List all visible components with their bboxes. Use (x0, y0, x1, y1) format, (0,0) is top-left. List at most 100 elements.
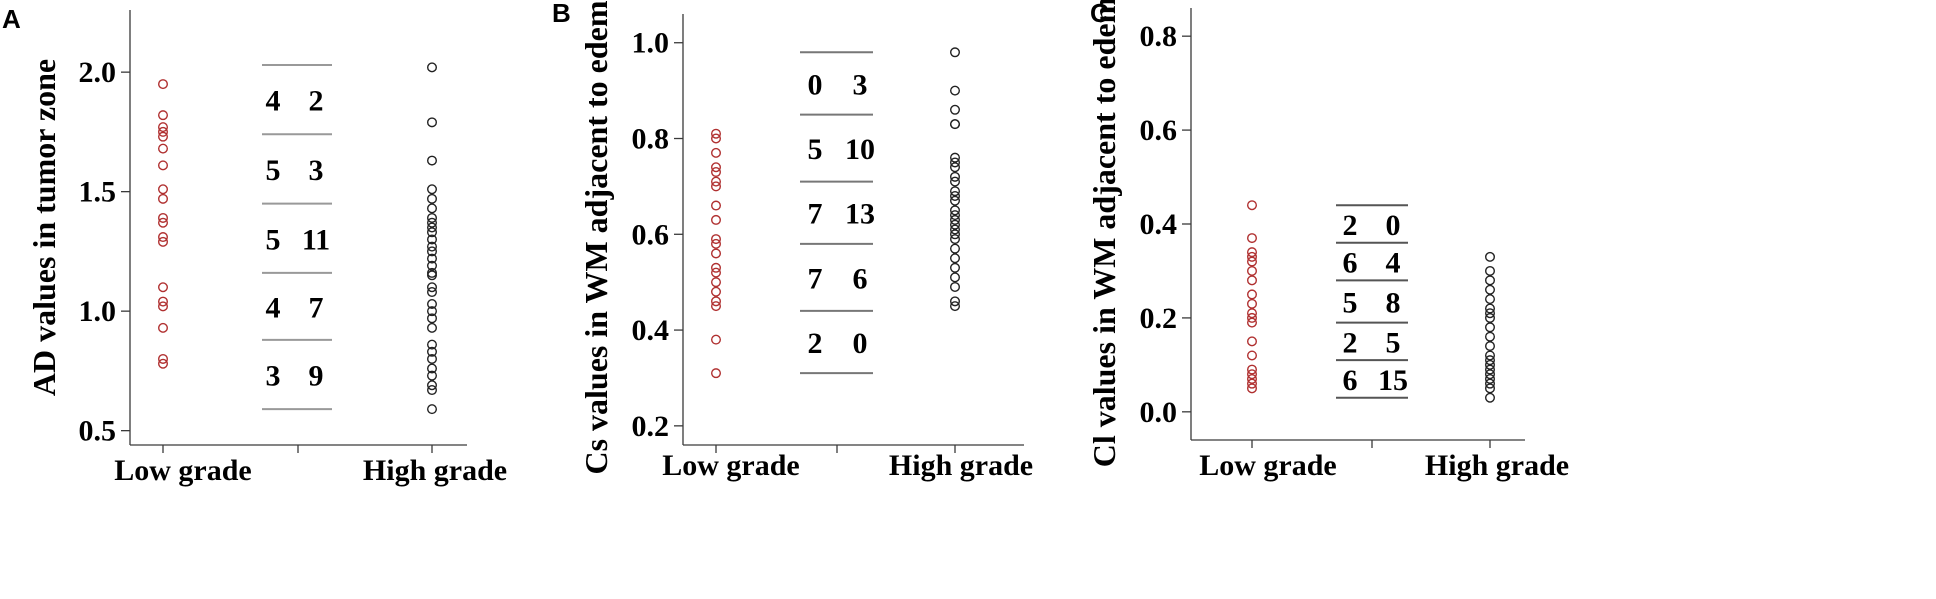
count-high-a-1: 3 (309, 154, 324, 187)
point-high-a-24 (427, 346, 438, 357)
point-high-c-13 (1484, 359, 1495, 370)
point-high-b-1 (950, 85, 961, 96)
point-low-b-9 (711, 234, 722, 245)
point-high-c-18 (1484, 383, 1495, 394)
point-high-c-0 (1484, 251, 1495, 262)
count-low-c-1: 6 (1343, 247, 1358, 280)
panel-letter-a: A (2, 4, 21, 34)
point-low-b-14 (711, 277, 722, 288)
point-high-a-14 (427, 260, 438, 271)
point-high-c-9 (1484, 331, 1495, 342)
point-low-b-10 (711, 238, 722, 249)
point-high-a-19 (427, 298, 438, 309)
point-high-b-9 (950, 176, 961, 187)
y-tick-label-b-4: 1.0 (632, 27, 670, 60)
point-high-b-0 (950, 47, 961, 58)
y-tick-label-a-3: 2.0 (79, 56, 117, 89)
point-high-b-20 (950, 243, 961, 254)
point-low-a-3 (157, 126, 168, 137)
point-high-a-3 (427, 184, 438, 195)
point-low-c-18 (1246, 383, 1257, 394)
panel-a: A 0.5 1.0 1.5 2.0 AD values in tumor zone Low … (2, 4, 507, 487)
y-axis-title-c: Cl values in WM adjacent to edema (1086, 0, 1122, 467)
point-low-a-16 (157, 322, 168, 333)
point-high-c-15 (1484, 369, 1495, 380)
count-low-a-1: 5 (266, 154, 281, 187)
count-low-c-3: 2 (1343, 326, 1358, 359)
point-low-a-1 (157, 110, 168, 121)
point-low-b-11 (711, 248, 722, 259)
point-high-b-10 (950, 186, 961, 197)
point-low-c-4 (1246, 256, 1257, 267)
point-low-b-6 (711, 181, 722, 192)
point-high-b-24 (950, 281, 961, 292)
point-low-b-19 (711, 368, 722, 379)
point-low-a-14 (157, 296, 168, 307)
point-low-a-15 (157, 301, 168, 312)
point-high-b-22 (950, 262, 961, 273)
point-high-b-26 (950, 301, 961, 312)
point-low-a-9 (157, 212, 168, 223)
point-low-c-16 (1246, 373, 1257, 384)
panel-b: B 0.2 0.4 0.6 0.8 1.0 Cs values in WM adjacent… (552, 0, 1033, 482)
point-low-c-13 (1246, 350, 1257, 361)
count-high-c-2: 8 (1386, 286, 1401, 319)
count-high-b-4: 0 (853, 327, 868, 360)
point-high-b-18 (950, 229, 961, 240)
point-high-c-8 (1484, 322, 1495, 333)
y-tick-label-a-2: 1.5 (79, 176, 117, 209)
point-low-c-7 (1246, 289, 1257, 300)
point-low-c-12 (1246, 336, 1257, 347)
point-high-a-13 (427, 253, 438, 264)
point-high-b-11 (950, 190, 961, 201)
count-high-a-2: 11 (302, 223, 330, 256)
point-high-c-4 (1484, 294, 1495, 305)
category-label-low-a: Low grade (114, 454, 252, 487)
point-high-b-21 (950, 253, 961, 264)
point-high-b-5 (950, 152, 961, 163)
point-high-c-17 (1484, 378, 1495, 389)
point-high-a-23 (427, 339, 438, 350)
point-high-b-16 (950, 219, 961, 230)
count-low-a-0: 4 (266, 85, 281, 118)
point-high-b-25 (950, 296, 961, 307)
category-label-high-b: High grade (889, 449, 1033, 482)
point-low-b-0 (711, 128, 722, 139)
point-low-a-17 (157, 353, 168, 364)
y-axis-title-a: AD values in tumor zone (26, 59, 62, 396)
point-high-b-23 (950, 272, 961, 283)
y-tick-label-b-2: 0.6 (632, 218, 670, 251)
count-low-b-0: 0 (808, 68, 823, 101)
point-high-a-25 (427, 353, 438, 364)
panel-c: C 0.0 0.2 0.4 0.6 0.8 Cl values in WM adjacent… (1086, 0, 1569, 482)
count-high-a-4: 9 (309, 359, 324, 392)
count-low-c-4: 6 (1343, 364, 1358, 397)
point-high-a-11 (427, 241, 438, 252)
category-label-low-c: Low grade (1199, 449, 1337, 482)
point-low-a-18 (157, 358, 168, 369)
point-low-a-0 (157, 79, 168, 90)
y-tick-label-b-1: 0.4 (632, 314, 670, 347)
point-high-a-10 (427, 234, 438, 245)
point-low-c-6 (1246, 275, 1257, 286)
point-low-c-17 (1246, 378, 1257, 389)
point-high-c-2 (1484, 275, 1495, 286)
point-low-c-5 (1246, 265, 1257, 276)
category-label-high-c: High grade (1425, 449, 1569, 482)
point-high-c-1 (1484, 265, 1495, 276)
point-high-a-6 (427, 212, 438, 223)
point-low-b-16 (711, 296, 722, 307)
count-high-b-1: 10 (845, 133, 875, 166)
point-high-a-28 (427, 380, 438, 391)
point-high-a-2 (427, 155, 438, 166)
point-low-c-9 (1246, 308, 1257, 319)
point-low-a-2 (157, 122, 168, 133)
point-high-a-21 (427, 313, 438, 324)
point-high-a-7 (427, 217, 438, 228)
point-high-c-11 (1484, 350, 1495, 361)
point-high-b-7 (950, 162, 961, 173)
panel-letter-b: B (552, 0, 571, 28)
point-high-a-26 (427, 363, 438, 374)
count-high-b-2: 13 (845, 198, 875, 231)
count-low-a-4: 3 (266, 359, 281, 392)
